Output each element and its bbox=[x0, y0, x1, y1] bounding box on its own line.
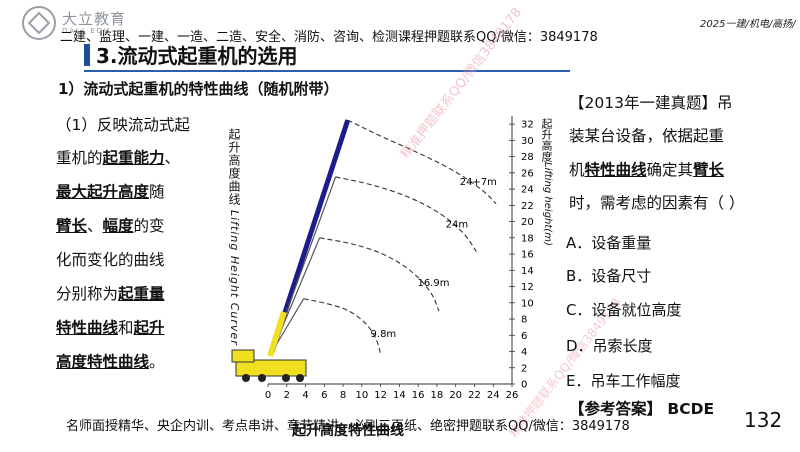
crane-booms bbox=[267, 119, 351, 357]
boom-base bbox=[267, 311, 287, 357]
left-line-5: 化而变化的曲线 bbox=[56, 251, 165, 269]
left-line-8: 高度特性曲线。 bbox=[56, 353, 165, 371]
x-tick-label: 0 bbox=[265, 390, 271, 401]
left-line-6: 分别称为起重量 bbox=[56, 285, 165, 303]
option-e: E．吊车工作幅度 bbox=[566, 372, 681, 390]
title-underline bbox=[84, 70, 570, 72]
crane-wheel bbox=[242, 374, 250, 382]
brand-name: 大立教育 bbox=[62, 10, 127, 28]
lifting-curves: 24+7m 24m 16.9m 9.8m bbox=[303, 119, 497, 355]
y-tick-label: 4 bbox=[521, 347, 527, 358]
x-tick-label: 24 bbox=[487, 390, 500, 401]
x-tick-label: 10 bbox=[355, 390, 368, 401]
x-tick-label: 26 bbox=[506, 390, 519, 401]
crane-chassis bbox=[235, 359, 307, 377]
crane-wheel bbox=[258, 374, 266, 382]
y-tick-label: 16 bbox=[521, 250, 534, 261]
crane-boom bbox=[271, 298, 305, 353]
crane-wheel bbox=[296, 374, 304, 382]
left-line-4: 臂长、幅度的变 bbox=[56, 217, 165, 235]
series-label: 24m bbox=[446, 219, 468, 230]
subtitle: 1）流动式起重机的特性曲线（随机附带） bbox=[58, 80, 339, 98]
left-line-2: 重机的起重能力、 bbox=[56, 149, 181, 167]
lifting-curve bbox=[335, 176, 477, 252]
x-tick-label: 6 bbox=[321, 390, 327, 401]
chart-title-cn: 起升高度曲线 bbox=[227, 128, 241, 206]
footer-contact: 名师面授精华、央企内训、考点串讲、章节精讲、必刷三页纸、绝密押题联系QQ/微信：… bbox=[66, 419, 630, 434]
question-line-1: 【2013年一建真题】吊 bbox=[569, 94, 733, 112]
y-tick-label: 26 bbox=[521, 168, 534, 179]
contact-banner: 二建、监理、一建、一造、二造、安全、消防、咨询、检测课程押题联系QQ/微信：38… bbox=[60, 30, 598, 45]
y-tick-label: 14 bbox=[521, 266, 534, 277]
page-number: 132 bbox=[744, 408, 783, 432]
reference-answer: 【参考答案】 BCDE bbox=[569, 400, 715, 418]
chart-caption: 起升高度特性曲线 bbox=[292, 423, 404, 439]
series-label: 24+7m bbox=[460, 177, 497, 188]
x-tick-label: 4 bbox=[302, 390, 308, 401]
x-tick-label: 2 bbox=[284, 390, 290, 401]
y-tick-label: 20 bbox=[521, 217, 534, 228]
y-tick-label: 6 bbox=[521, 331, 527, 342]
lifting-curve bbox=[303, 298, 382, 355]
y-tick-label: 12 bbox=[521, 282, 534, 293]
x-tick-label: 8 bbox=[340, 390, 346, 401]
question-line-3: 机特性曲线确定其臂长 bbox=[569, 161, 725, 179]
option-a: A．设备重量 bbox=[566, 234, 652, 252]
x-tick-label: 22 bbox=[468, 390, 481, 401]
y-tick-label: 32 bbox=[521, 120, 534, 131]
y-tick-label: 2 bbox=[521, 363, 527, 374]
crane-cab bbox=[231, 349, 255, 363]
y-tick-label: 10 bbox=[521, 298, 534, 309]
y-tick-label: 28 bbox=[521, 152, 534, 163]
chart-title-en: Lifting Height Curver bbox=[228, 210, 241, 346]
series-label: 16.9m bbox=[417, 278, 449, 289]
y-tick-label: 8 bbox=[521, 315, 527, 326]
y-axis-label-cn: 起升高度 bbox=[540, 118, 553, 162]
left-line-1: （1）反映流动式起 bbox=[56, 116, 190, 134]
x-tick-labels: 0 2 4 6 8 10 12 14 16 18 20 22 24 26 bbox=[265, 390, 519, 401]
crane-illustration bbox=[231, 349, 307, 382]
x-tick-label: 16 bbox=[412, 390, 425, 401]
left-line-3: 最大起升高度随 bbox=[56, 183, 165, 201]
option-c: C．设备就位高度 bbox=[566, 301, 682, 319]
series-label: 9.8m bbox=[371, 329, 397, 340]
x-tick-label: 20 bbox=[449, 390, 462, 401]
left-line-7: 特性曲线和起升 bbox=[56, 319, 165, 337]
y-tick-label: 0 bbox=[521, 380, 527, 391]
y-tick-label: 30 bbox=[521, 136, 534, 147]
section-title: 3.流动式起重机的选用 bbox=[96, 44, 298, 68]
y-tick-label: 24 bbox=[521, 185, 534, 196]
y-axis-label-en: Lifting height(m) bbox=[542, 162, 553, 246]
option-d: D．吊索长度 bbox=[566, 337, 653, 355]
x-tick-label: 12 bbox=[374, 390, 387, 401]
question-line-2: 装某台设备，依据起重 bbox=[569, 127, 725, 145]
question-line-4: 时，需考虑的因素有（ ） bbox=[569, 194, 745, 212]
x-tick-label: 14 bbox=[393, 390, 406, 401]
course-label: 2025一建/机电/高扬/ bbox=[700, 19, 796, 30]
lifting-curve bbox=[319, 237, 440, 312]
option-b: B．设备尺寸 bbox=[566, 267, 652, 285]
chart-grid bbox=[267, 116, 515, 387]
lifting-curve bbox=[347, 119, 497, 205]
crane-wheel bbox=[282, 374, 290, 382]
brand-name-en: DALI EDU bbox=[62, 27, 112, 35]
y-tick-label: 18 bbox=[521, 233, 534, 244]
y-tick-label: 22 bbox=[521, 201, 534, 212]
title-accent-bar bbox=[84, 44, 90, 66]
x-tick-label: 18 bbox=[431, 390, 444, 401]
dali-logo-icon bbox=[22, 6, 56, 40]
